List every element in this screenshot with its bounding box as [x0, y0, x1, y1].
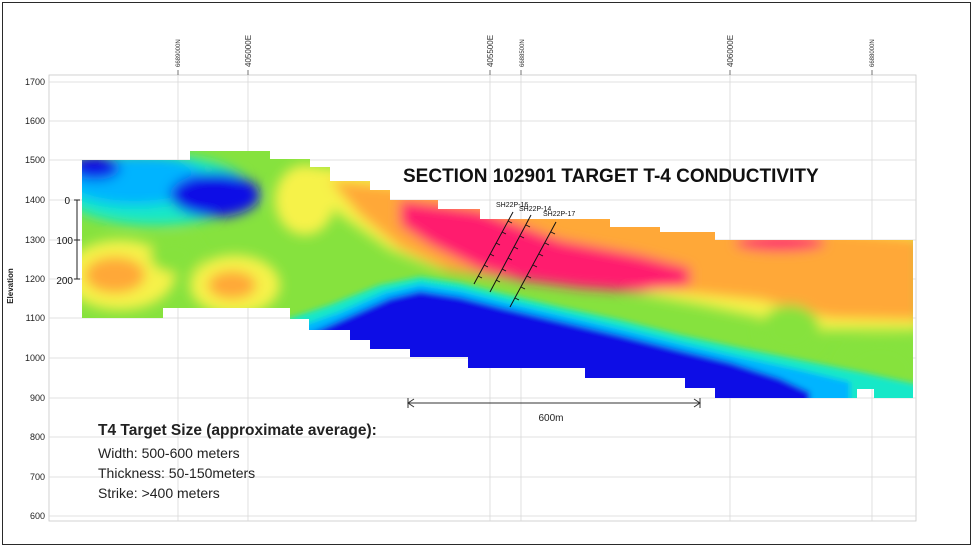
easting-label: 405500E — [486, 35, 495, 67]
target-info-heading: T4 Target Size (approximate average): — [98, 422, 377, 439]
scale-bar-label: 600m — [538, 413, 563, 424]
y-tick-label: 1100 — [26, 313, 45, 323]
y-tick-label: 700 — [30, 472, 45, 482]
y-axis-label: Elevation — [6, 268, 15, 304]
y-tick-label: 1000 — [25, 353, 45, 363]
target-thickness: Thickness: 50-150meters — [98, 465, 256, 481]
scale-bar: 600m — [407, 398, 701, 424]
northing-label: 6688000N — [870, 39, 876, 67]
y-tick-label: 1200 — [25, 274, 45, 284]
y-tick-label: 900 — [30, 393, 45, 403]
northing-label: 6688500N — [520, 39, 526, 67]
drill-hole-label: SH22P-17 — [543, 211, 575, 218]
target-strike: Strike: >400 meters — [98, 485, 220, 501]
y-tick-label: 1300 — [25, 235, 45, 245]
depth-label: 100 — [56, 236, 73, 247]
drill-hole-label: SH22P-16 — [496, 202, 528, 209]
target-info: T4 Target Size (approximate average): Wi… — [98, 422, 377, 503]
y-axis-ticks: 1700 1600 1500 1400 1300 1200 1100 1000 … — [25, 77, 45, 521]
depth-label: 0 — [64, 196, 70, 207]
drill-hole-label: SH22P-14 — [519, 206, 551, 213]
target-width: Width: 500-600 meters — [98, 445, 240, 461]
easting-label: 406000E — [726, 35, 735, 67]
drill-hole-sh22p-16 — [473, 211, 514, 285]
drill-hole-sh22p-17 — [509, 221, 557, 308]
coordinate-ticks — [177, 70, 873, 75]
y-tick-label: 600 — [30, 511, 45, 521]
depth-scale: 0 100 200 — [56, 196, 80, 287]
coordinate-labels: 6689000N 405000E 405500E 6688500N 406000… — [176, 35, 876, 67]
easting-label: 405000E — [244, 35, 253, 67]
y-tick-label: 1600 — [25, 116, 45, 126]
y-tick-label: 1500 — [25, 155, 45, 165]
y-tick-label: 1400 — [25, 195, 45, 205]
y-tick-label: 800 — [30, 432, 45, 442]
depth-label: 200 — [56, 276, 73, 287]
drill-holes: SH22P-16 SH22P-14 SH22P-17 — [473, 202, 575, 308]
y-tick-label: 1700 — [25, 77, 45, 87]
section-title: SECTION 102901 TARGET T-4 CONDUCTIVITY — [403, 166, 819, 187]
drill-hole-sh22p-14 — [489, 214, 532, 293]
northing-label: 6689000N — [176, 39, 182, 67]
